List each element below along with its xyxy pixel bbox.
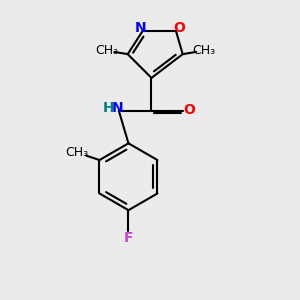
Text: F: F bbox=[124, 231, 133, 245]
Text: CH₃: CH₃ bbox=[66, 146, 89, 159]
Text: CH₃: CH₃ bbox=[192, 44, 215, 57]
Text: N: N bbox=[112, 100, 123, 115]
Text: N: N bbox=[134, 21, 146, 35]
Text: O: O bbox=[183, 103, 195, 117]
Text: H: H bbox=[103, 100, 114, 115]
Text: CH₃: CH₃ bbox=[95, 44, 119, 57]
Text: O: O bbox=[173, 21, 185, 35]
